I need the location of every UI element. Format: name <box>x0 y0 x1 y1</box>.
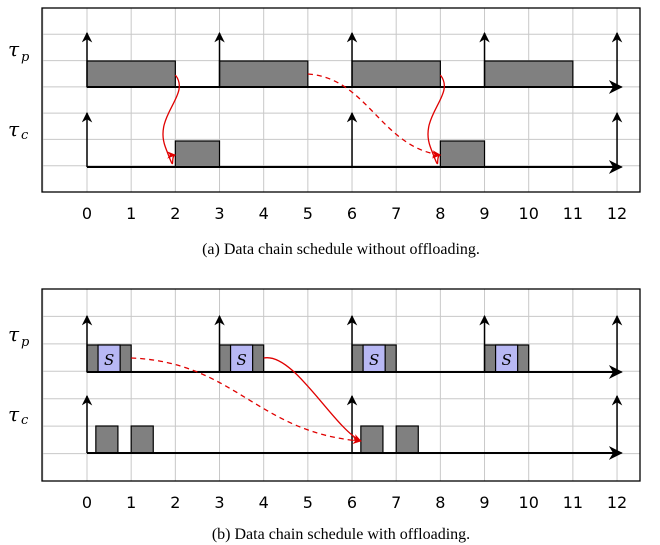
panel-b-tick-label: 1 <box>126 493 136 512</box>
panel-a-consumer-label: τ <box>8 117 20 141</box>
panel-b-consumer-label: τ <box>8 402 20 426</box>
panel-a-tick-label: 12 <box>607 204 627 223</box>
panel-a-tick-label: 6 <box>347 204 357 223</box>
panel-b-offload-label: S <box>236 351 246 369</box>
panel-b-tick-label: 2 <box>170 493 180 512</box>
panel-a-tick-label: 5 <box>303 204 313 223</box>
panel-a-consumer-job <box>174 140 221 168</box>
panel-a-grid <box>42 8 640 192</box>
panel-b-tick-label: 7 <box>391 493 401 512</box>
panel-a-tick-label: 0 <box>82 204 92 223</box>
panel-b-offload-label: S <box>369 351 379 369</box>
panel-a-data-flow-arrow <box>162 74 180 165</box>
panel-b-caption: (b) Data chain schedule with offloading. <box>212 526 470 543</box>
panel-b-offload-label: S <box>501 351 511 369</box>
panel-b-tick-label: 6 <box>347 493 357 512</box>
panel-a-producer-label: τ <box>8 37 20 61</box>
panel-b-consumer-job <box>95 425 119 454</box>
panel-b-tick-label: 3 <box>214 493 224 512</box>
panel-a-tick-label: 1 <box>126 204 136 223</box>
panel-a-data-flow-arrow <box>427 74 445 165</box>
panel-b-consumer-job <box>130 425 154 454</box>
panel-b-frame <box>41 288 641 482</box>
panel-b-tick-label: 10 <box>519 493 539 512</box>
panel-a-tick-label: 4 <box>259 204 269 223</box>
panel-a-consumer-sub: c <box>21 128 29 143</box>
panel-b-consumer-sub: c <box>21 413 29 428</box>
panel-a-frame <box>41 7 641 193</box>
panel-b-offload-label: S <box>104 351 114 369</box>
panel-a-data-flow-arrow <box>307 73 442 158</box>
panel-a-tick-label: 11 <box>563 204 583 223</box>
panel-b-producer-sub: p <box>21 335 30 350</box>
panel-a-tick-label: 10 <box>519 204 539 223</box>
panel-b-tick-label: 11 <box>563 493 583 512</box>
panel-a-producer-job <box>86 60 176 88</box>
panel-b-data-flow-arrow <box>131 357 362 444</box>
panel-a-tick-label: 9 <box>479 204 489 223</box>
panel-b-tick-label: 12 <box>607 493 627 512</box>
panel-b-consumer-job <box>360 425 384 454</box>
panel-b-tick-label: 9 <box>479 493 489 512</box>
panel-b-tick-label: 8 <box>435 493 445 512</box>
panel-a-tick-label: 3 <box>214 204 224 223</box>
panel-a-consumer-job <box>439 140 486 168</box>
panel-b-tick-label: 0 <box>82 493 92 512</box>
panel-b-consumer-job <box>395 425 419 454</box>
panel-a-tick-label: 2 <box>170 204 180 223</box>
panel-a-producer-sub: p <box>21 50 30 65</box>
panel-b-tick-label: 5 <box>303 493 313 512</box>
panel-b-tick-label: 4 <box>259 493 269 512</box>
panel-a-producer-job <box>218 60 309 88</box>
panel-a-caption: (a) Data chain schedule without offloadi… <box>202 241 480 258</box>
panel-a-tick-label: 7 <box>391 204 401 223</box>
panel-b-producer-label: τ <box>8 322 20 346</box>
panel-b-data-flow-arrow <box>263 357 362 442</box>
panel-a-producer-job <box>351 60 441 88</box>
panel-a-tick-label: 8 <box>435 204 445 223</box>
panel-a-producer-job <box>483 60 574 88</box>
